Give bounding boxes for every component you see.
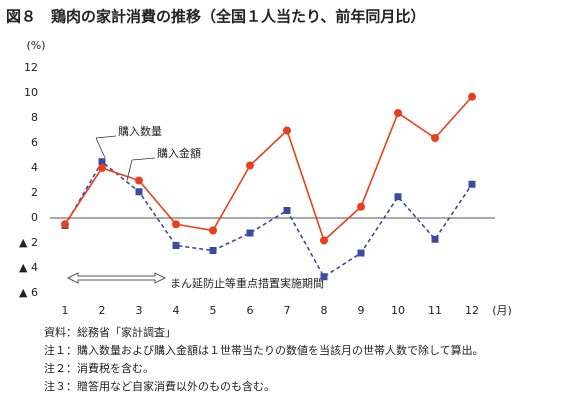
point [468,180,476,188]
point [431,235,439,243]
y-tick-label: ▲ 4 [19,261,38,274]
point [98,158,106,166]
x-tick-label: 12 [465,304,479,317]
point [172,220,180,229]
leader-line [95,137,106,158]
x-tick-label: 11 [428,304,442,317]
point [357,249,365,257]
series-line [64,160,473,278]
leader-line [95,135,117,139]
note: 注３：贈答用など自家消費以外のものも含む。 [44,379,275,393]
y-tick-label: 4 [31,161,38,174]
y-tick-label: ▲ 6 [19,286,38,299]
y-tick-label: 10 [24,86,38,99]
y-tick-label: ▲ 2 [19,236,38,249]
leader-line [126,159,133,181]
note: 注２：消費税を含む。 [44,361,154,375]
series-line [64,96,473,242]
x-tick-label: 7 [284,304,291,317]
point [357,202,365,211]
point [320,273,328,281]
point [246,229,254,237]
chart-title: 図８ 鶏肉の家計消費の推移（全国１人当たり、前年同月比） [6,8,425,26]
point [61,220,69,229]
y-tick-label: 8 [31,111,38,124]
point [98,164,106,172]
point [320,236,328,245]
annotation: まん延防止等重点措置実施期間 [170,276,324,290]
note: 注１：購入数量および購入金額は１世帯当たりの数値を当該月の世帯人数で除して算出。 [44,343,484,357]
point [135,176,143,185]
note: 資料：総務省「家計調査」 [44,325,176,339]
period-arrow [66,272,167,284]
y-tick-label: 0 [31,211,38,224]
point [394,109,402,117]
x-tick-label: 8 [321,304,328,317]
point [135,188,143,196]
point [209,226,217,235]
y-tick-label: 6 [31,136,38,149]
x-tick-label: 3 [136,304,143,317]
x-tick-label: 10 [391,304,405,317]
x-tick-label: 5 [210,304,217,317]
y-unit: (%) [26,39,45,52]
point [246,161,254,170]
x-tick-label: 4 [173,304,180,317]
point [209,247,217,254]
x-tick-label: 6 [247,304,254,317]
series-label: 購入金額 [157,146,201,160]
y-tick-label: 2 [31,186,38,199]
x-tick-label: 2 [99,304,106,317]
y-tick-label: 12 [24,61,38,74]
x-tick-label: 9 [358,304,365,317]
point [283,207,291,214]
point [431,134,439,142]
leader-line [131,157,156,161]
point [283,126,291,135]
point [172,242,180,249]
point [468,92,476,101]
x-tick-label: 1 [62,304,69,317]
x-unit: (月) [492,304,512,317]
point [394,193,402,201]
series-label: 購入数量 [118,124,162,138]
